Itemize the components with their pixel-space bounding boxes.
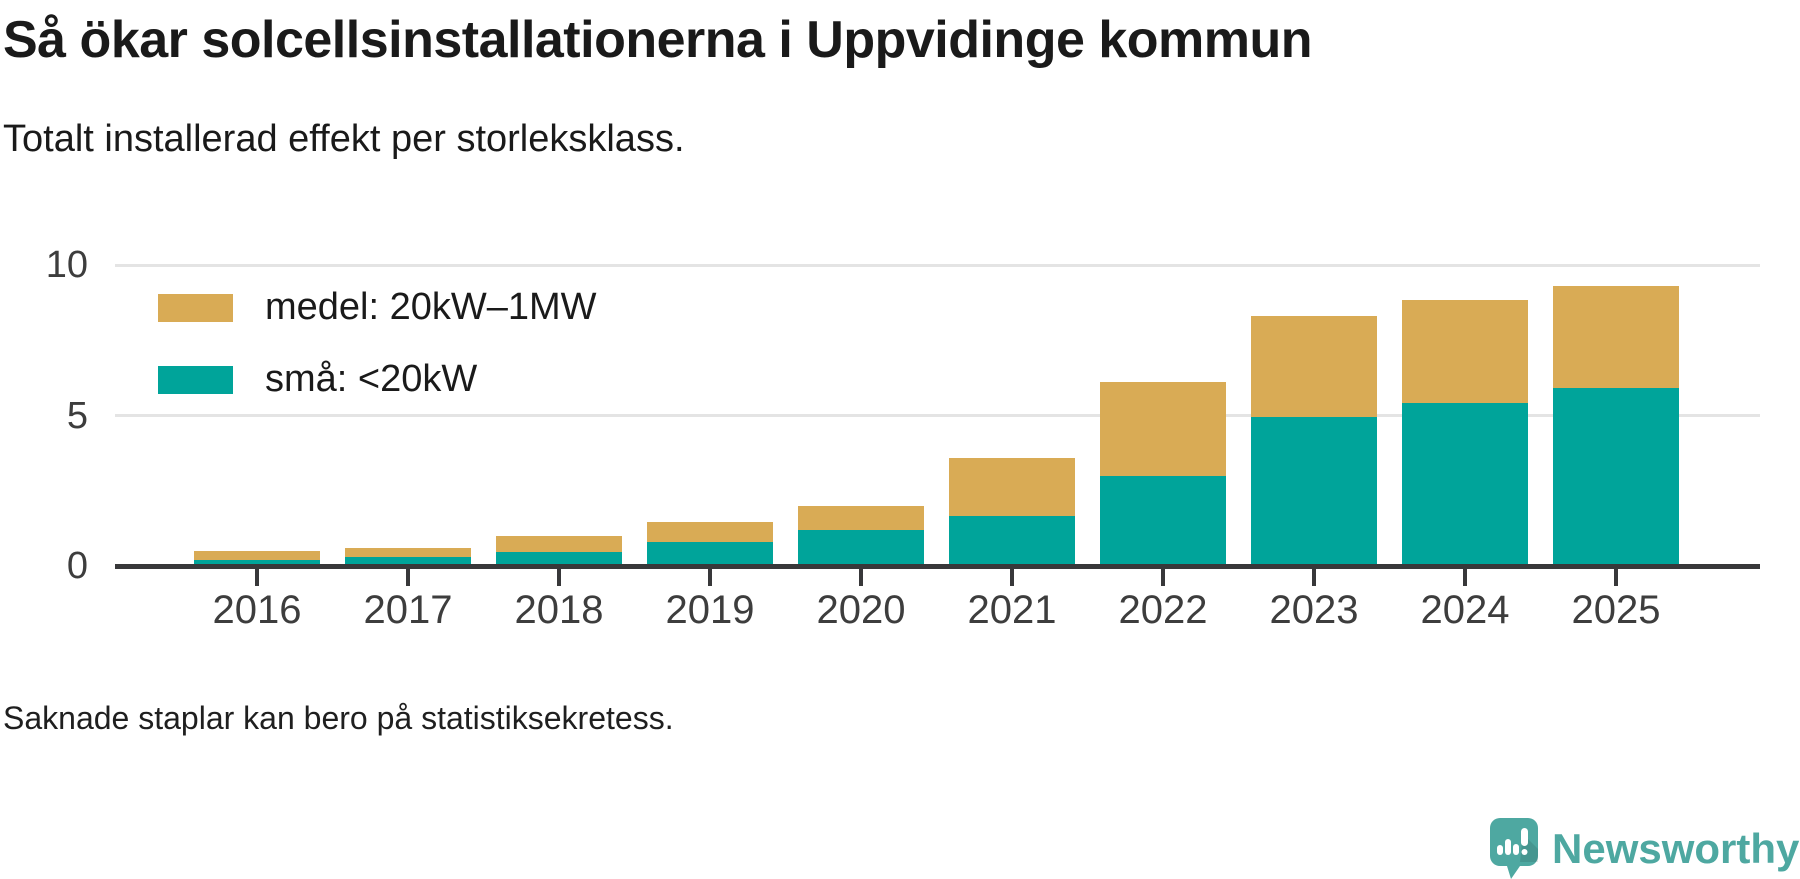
bar-2016-segment-medel	[194, 550, 320, 560]
gridline-y-10	[115, 263, 1760, 267]
y-axis-tick-label-0: 0	[66, 545, 88, 587]
x-axis-label-2025: 2025	[1571, 588, 1661, 632]
bar-2024-segment-medel	[1402, 299, 1528, 404]
x-axis-label-2021: 2021	[967, 588, 1057, 632]
bar-2018-segment-sma	[496, 552, 622, 566]
bar-2018-segment-medel	[496, 535, 622, 553]
footnote: Saknade staplar kan bero på statistiksek…	[3, 700, 674, 736]
gridline-y-5	[115, 414, 1760, 417]
brand-name: Newsworthy	[1552, 824, 1800, 872]
bar-2019-segment-sma	[647, 541, 773, 566]
brand-lockup: Newsworthy	[1490, 818, 1799, 879]
legend-item-medel: medel: 20kW–1MW	[158, 286, 597, 329]
legend-swatch-sma	[158, 365, 233, 394]
chart-title: Så ökar solcellsinstallationerna i Uppvi…	[3, 11, 1313, 69]
legend-label-medel: medel: 20kW–1MW	[265, 286, 597, 328]
x-axis-tick-2016	[255, 569, 259, 586]
x-axis-label-2022: 2022	[1118, 588, 1208, 632]
chart-subtitle: Totalt installerad effekt per storlekskl…	[3, 118, 685, 160]
y-axis-tick-label-5: 5	[66, 394, 88, 437]
bar-2020-segment-sma	[798, 529, 924, 566]
x-axis-line	[115, 564, 1760, 569]
x-axis-tick-2022	[1161, 569, 1165, 586]
x-axis-tick-2017	[406, 569, 410, 586]
bar-2021-segment-medel	[949, 457, 1075, 517]
x-axis-label-2023: 2023	[1269, 588, 1359, 632]
bar-2025-segment-sma	[1553, 388, 1679, 566]
x-axis-tick-2025	[1614, 569, 1618, 586]
bar-2025-segment-medel	[1553, 286, 1679, 389]
x-axis-tick-2024	[1463, 569, 1467, 586]
bar-2023-segment-sma	[1251, 417, 1377, 566]
x-axis-label-2020: 2020	[816, 588, 906, 632]
x-axis-label-2016: 2016	[212, 588, 302, 632]
bar-2017-segment-sma	[345, 556, 471, 566]
legend-label-sma: små: <20kW	[265, 358, 478, 400]
bar-2023-segment-medel	[1251, 316, 1377, 417]
chart-legend: medel: 20kW–1MW små: <20kW	[158, 286, 597, 401]
bar-2017-segment-medel	[345, 547, 471, 557]
x-axis-tick-2020	[859, 569, 863, 586]
bar-2022-segment-medel	[1100, 382, 1226, 476]
bar-2021-segment-sma	[949, 516, 1075, 566]
x-axis-label-2017: 2017	[363, 588, 453, 632]
bar-2022-segment-sma	[1100, 475, 1226, 566]
x-axis-tick-2021	[1010, 569, 1014, 586]
y-axis-tick-label-10: 10	[45, 244, 88, 286]
x-axis-label-2024: 2024	[1420, 588, 1510, 632]
x-axis-tick-2018	[557, 569, 561, 586]
bar-2020-segment-medel	[798, 505, 924, 530]
bar-2016-segment-sma	[194, 559, 320, 566]
x-axis-label-2018: 2018	[514, 588, 604, 632]
x-axis-tick-2019	[708, 569, 712, 586]
x-axis-label-2019: 2019	[665, 588, 755, 632]
legend-item-sma: små: <20kW	[158, 358, 597, 401]
x-axis-tick-2023	[1312, 569, 1316, 586]
bar-2024-segment-sma	[1402, 403, 1528, 566]
bar-2019-segment-medel	[647, 522, 773, 542]
newsworthy-logo-icon	[1490, 818, 1538, 879]
legend-swatch-medel	[158, 293, 233, 322]
